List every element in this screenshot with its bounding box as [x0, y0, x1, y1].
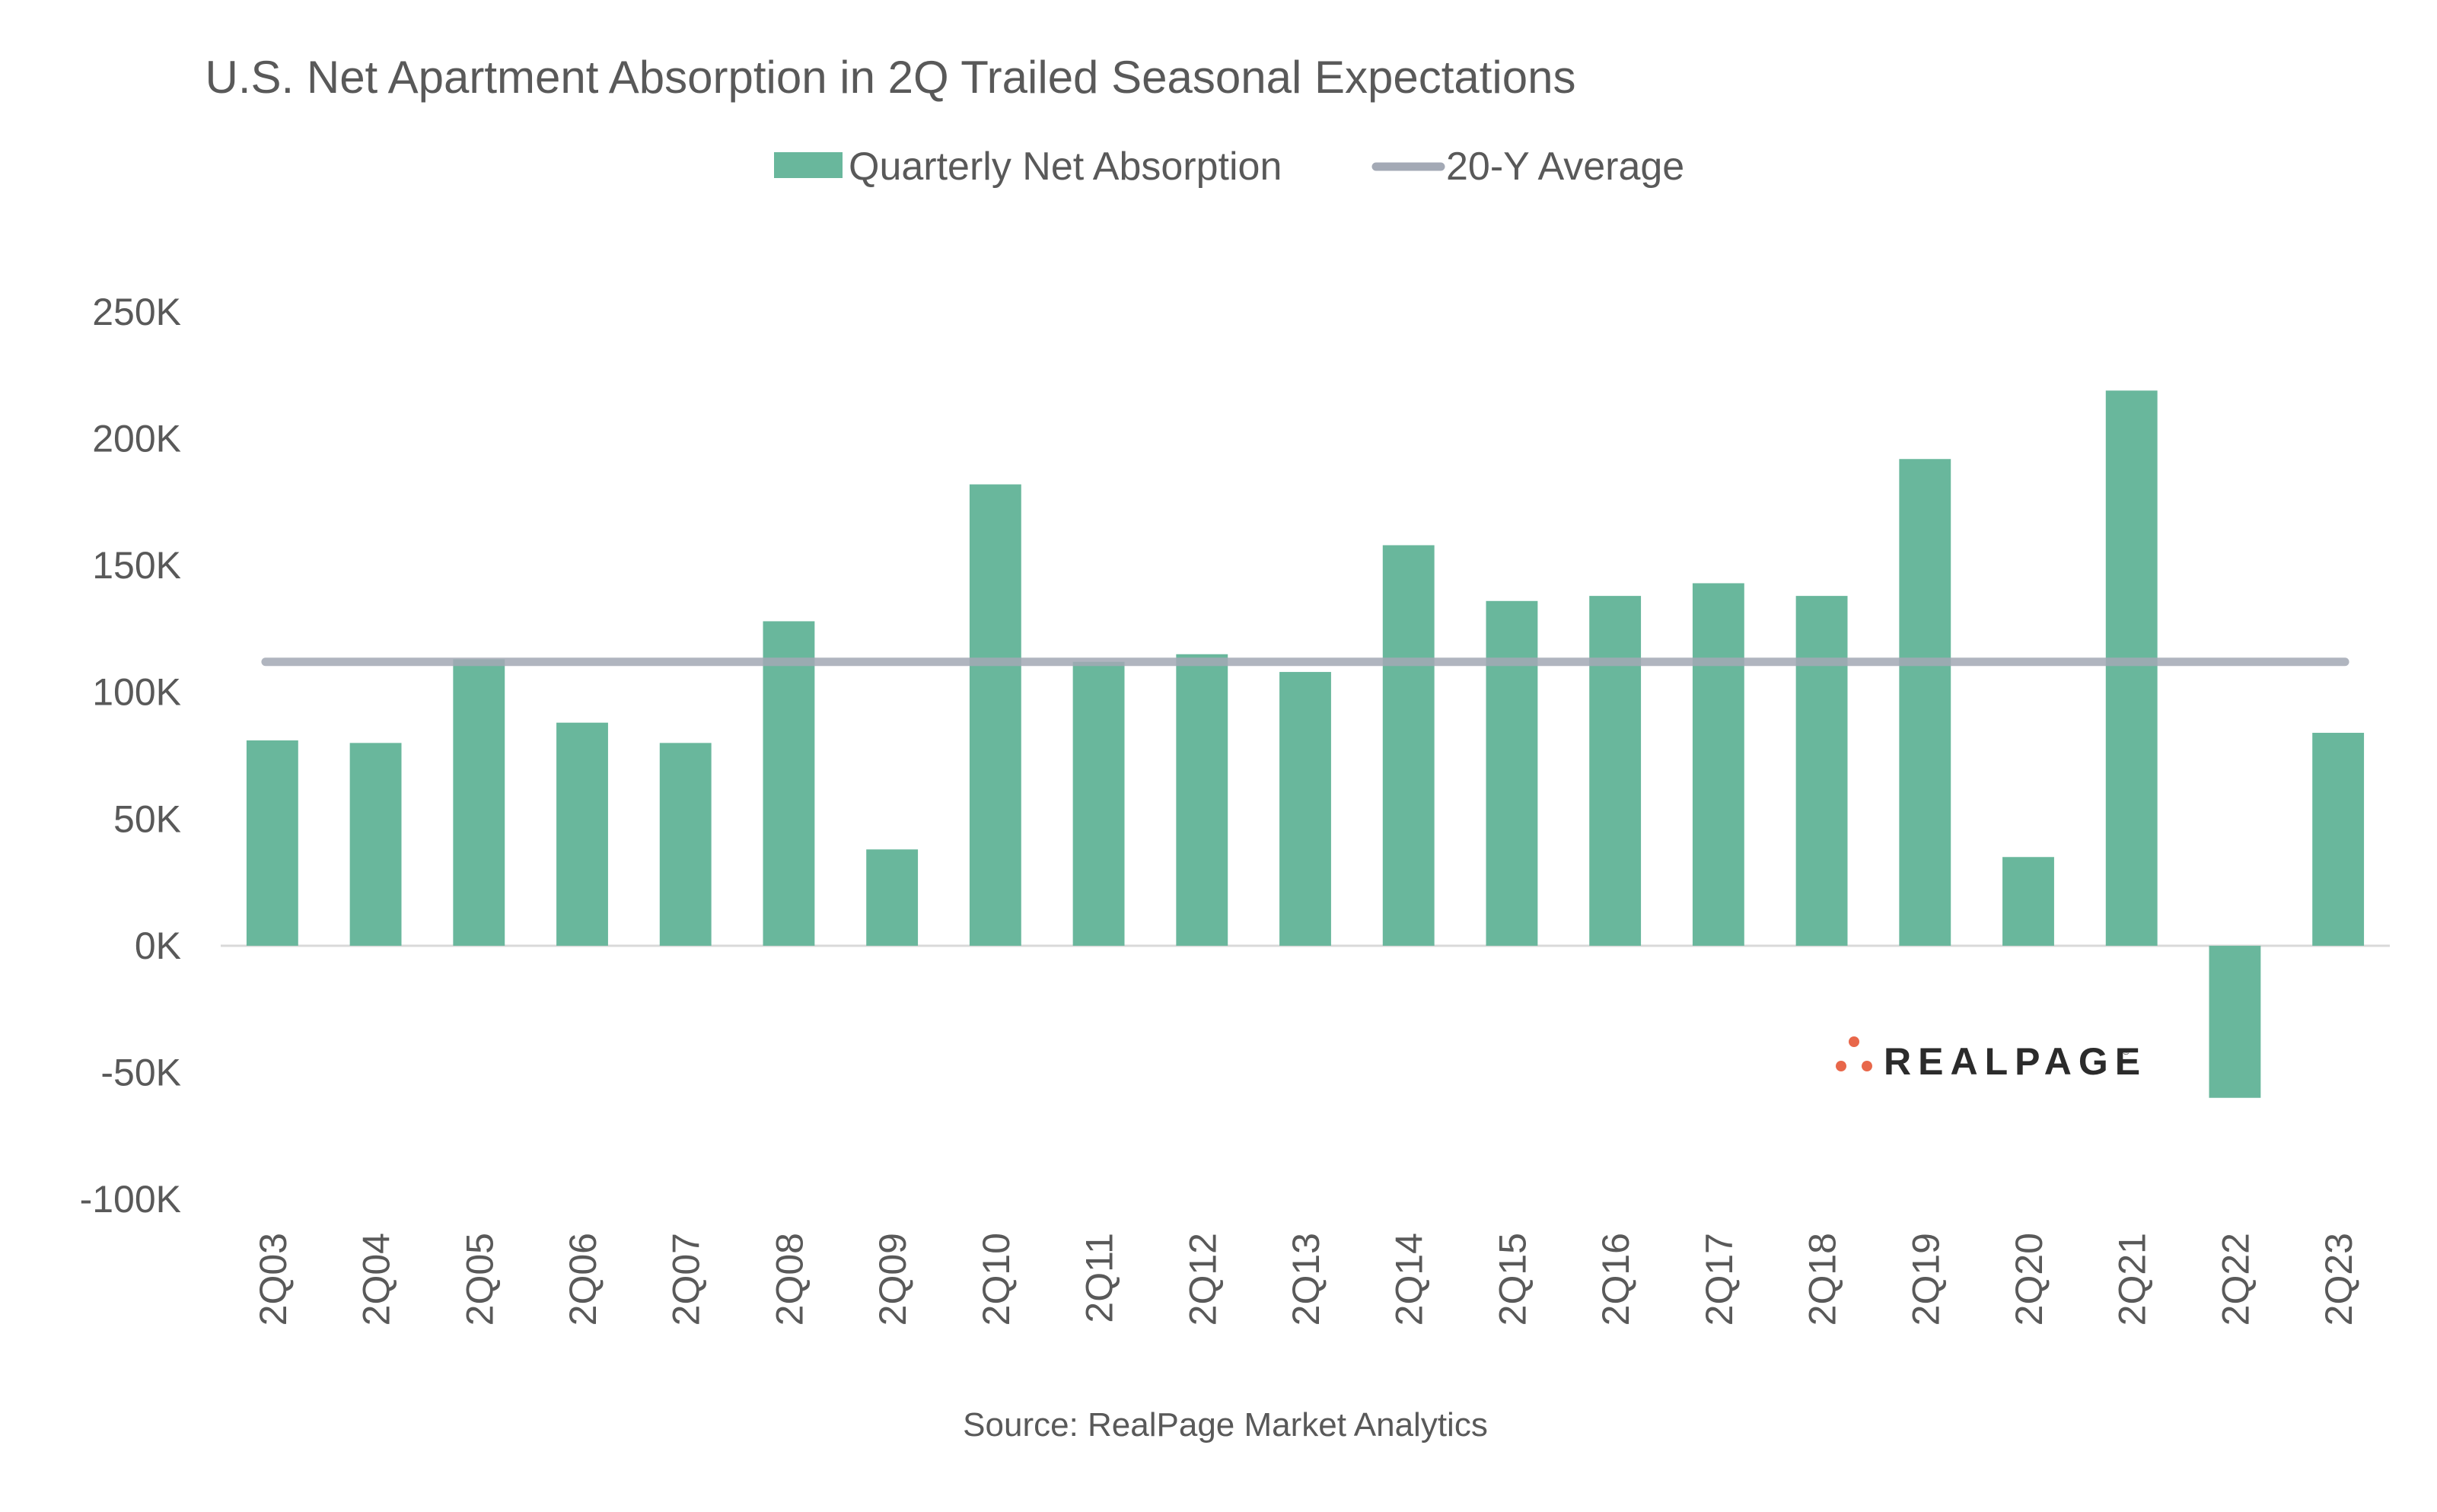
- x-tick-label: 2Q13: [1285, 1233, 1327, 1326]
- bar-2Q22: [2209, 945, 2261, 1098]
- x-axis: 2Q03 2Q04 2Q05 2Q06 2Q07 2Q08 2Q09 2Q10 2Q11 2Q12…: [252, 1233, 2360, 1326]
- bar-2Q07: [659, 743, 712, 946]
- x-tick-label: 2Q12: [1181, 1233, 1224, 1326]
- bar-2Q15: [1486, 600, 1538, 946]
- chart-title: U.S. Net Apartment Absorption in 2Q Trai…: [205, 52, 1576, 103]
- bar-2Q11: [1072, 661, 1125, 946]
- bar-2Q21: [2105, 390, 2158, 946]
- legend: Quarterly Net Absorption 20-Y Average: [774, 145, 1684, 189]
- x-tick-label: 2Q08: [768, 1233, 811, 1326]
- bar-2Q16: [1589, 596, 1642, 946]
- bar-2Q05: [453, 659, 505, 946]
- x-tick-label: 2Q05: [458, 1233, 501, 1326]
- source-note: Source: RealPage Market Analytics: [963, 1406, 1488, 1444]
- bar-2Q17: [1692, 583, 1744, 946]
- y-tick-label: 200K: [92, 418, 181, 460]
- logo-dot-icon: [1849, 1036, 1859, 1047]
- bar-2Q13: [1279, 672, 1331, 946]
- realpage-logo: REALPAGE ®: [1836, 1036, 2147, 1083]
- x-tick-label: 2Q17: [1698, 1233, 1741, 1326]
- x-tick-label: 2Q16: [1594, 1233, 1637, 1326]
- y-tick-label: 150K: [92, 544, 181, 587]
- bar-2Q03: [246, 740, 298, 946]
- x-tick-label: 2Q04: [355, 1233, 398, 1326]
- bar-2Q19: [1899, 459, 1951, 946]
- x-tick-label: 2Q10: [975, 1233, 1018, 1326]
- y-tick-label: 50K: [113, 797, 181, 840]
- x-tick-label: 2Q23: [2318, 1233, 2360, 1326]
- y-tick-label: -100K: [80, 1178, 181, 1221]
- y-tick-label: 0K: [135, 925, 181, 967]
- y-axis: 250K 200K 150K 100K 50K 0K -50K -100K: [80, 291, 181, 1221]
- bar-2Q23: [2312, 733, 2365, 946]
- x-tick-label: 2Q14: [1388, 1233, 1431, 1326]
- legend-swatch-bar: [774, 152, 843, 178]
- x-tick-label: 2Q21: [2111, 1233, 2154, 1326]
- bar-2Q20: [2002, 857, 2054, 946]
- x-tick-label: 2Q19: [1904, 1233, 1947, 1326]
- logo-text: REALPAGE: [1884, 1040, 2147, 1083]
- x-tick-label: 2Q09: [871, 1233, 914, 1326]
- bar-2Q10: [969, 484, 1021, 946]
- bar-2Q14: [1382, 545, 1435, 946]
- bar-2Q09: [866, 849, 919, 946]
- legend-label-bar: Quarterly Net Absorption: [849, 145, 1282, 189]
- logo-dot-icon: [1836, 1061, 1846, 1071]
- logo-dot-icon: [1862, 1061, 1872, 1071]
- bar-2Q18: [1795, 596, 1848, 946]
- logo-registered-mark: ®: [2123, 1046, 2130, 1057]
- x-tick-label: 2Q11: [1078, 1233, 1121, 1323]
- x-tick-label: 2Q20: [2008, 1233, 2050, 1326]
- x-tick-label: 2Q07: [665, 1233, 708, 1326]
- x-tick-label: 2Q22: [2214, 1233, 2257, 1326]
- bar-2Q08: [763, 621, 815, 946]
- legend-label-line: 20-Y Average: [1446, 145, 1684, 189]
- y-tick-label: 250K: [92, 291, 181, 333]
- x-tick-label: 2Q15: [1491, 1233, 1534, 1326]
- y-tick-label: -50K: [100, 1051, 181, 1093]
- x-tick-label: 2Q03: [252, 1233, 295, 1326]
- x-tick-label: 2Q18: [1801, 1233, 1844, 1326]
- bar-2Q04: [349, 743, 402, 946]
- bar-2Q12: [1176, 654, 1228, 946]
- bars: [246, 390, 2365, 1098]
- y-tick-label: 100K: [92, 671, 181, 714]
- bar-2Q06: [556, 722, 608, 946]
- x-tick-label: 2Q06: [562, 1233, 604, 1326]
